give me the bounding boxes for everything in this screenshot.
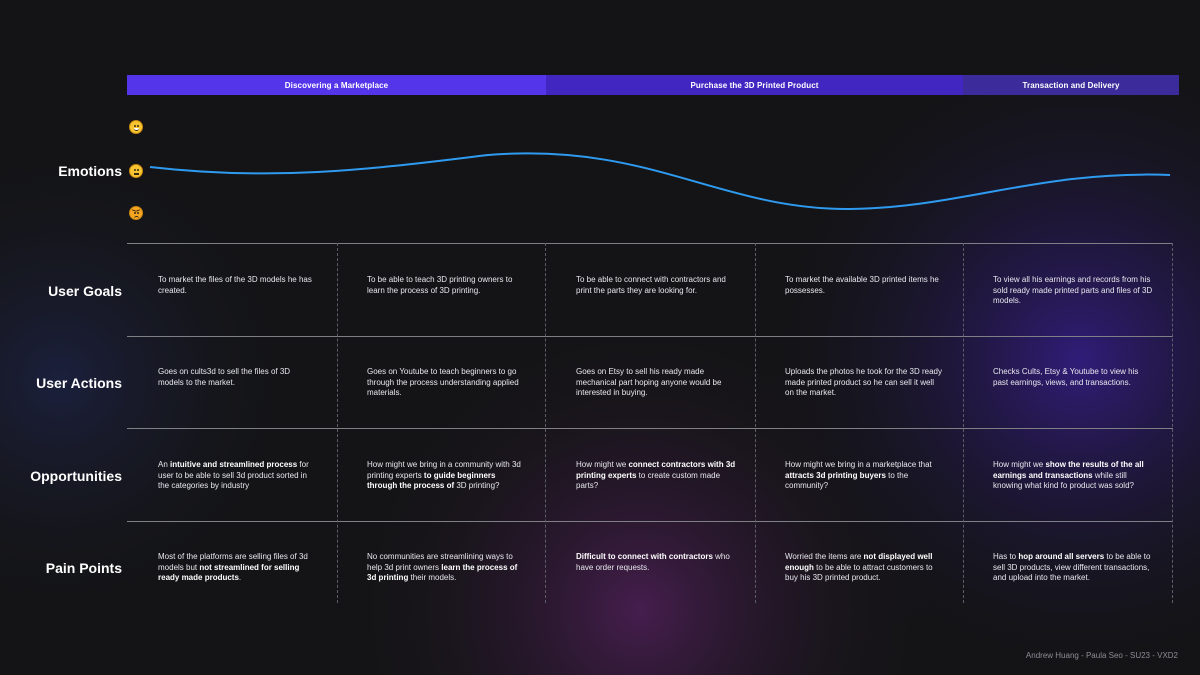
highlight-text: not displayed well enough (785, 552, 933, 572)
row-divider (127, 243, 1173, 244)
emotion-curve-line (149, 152, 1171, 211)
opportunity-cell: How might we bring in a marketplace that… (785, 460, 945, 492)
highlight-text: intuitive and streamlined process (170, 460, 298, 469)
phase-transaction-delivery: Transaction and Delivery (963, 75, 1179, 95)
column-divider (545, 243, 546, 603)
pain-point-cell: Has to hop around all servers to be able… (993, 552, 1153, 584)
body-text: while still knowing what kind fo product… (993, 470, 1134, 491)
user-goal-cell: To view all his earnings and records fro… (993, 275, 1153, 306)
body-text: their models. (408, 573, 457, 583)
body-text: How might we bring in a community with 3… (367, 460, 521, 480)
journey-phase-bar: Discovering a Marketplace Purchase the 3… (127, 75, 1179, 95)
body-text: . (238, 573, 242, 583)
user-goal-cell: To be able to teach 3D printing owners t… (367, 275, 513, 295)
body-text: to the community? (785, 470, 909, 491)
row-label-user-actions: User Actions (36, 375, 122, 391)
opportunity-cell: How might we bring in a community with 3… (367, 460, 527, 492)
body-text: Most of the platforms are selling files … (158, 552, 308, 572)
user-action-cell: Goes on cults3d to sell the files of 3D … (158, 367, 291, 387)
pain-point-cell: Difficult to connect with contractors wh… (576, 552, 736, 573)
row-label-emotions: Emotions (58, 163, 122, 179)
pain-point-cell: No communities are streamlining ways to … (367, 552, 527, 584)
row-label-user-goals: User Goals (48, 283, 122, 299)
highlight-text: Difficult to connect with contractors (576, 552, 713, 561)
body-text: No communities are streamlining ways to … (367, 552, 513, 572)
highlight-text: learn the process of 3d printing (367, 562, 518, 583)
body-text: How might we (993, 460, 1046, 469)
pain-point-cell: Most of the platforms are selling files … (158, 552, 318, 584)
body-text: An (158, 460, 171, 469)
body-text: for user to be able to sell 3d product s… (158, 460, 309, 491)
body-text: How might we (576, 460, 629, 469)
body-text: to be able to attract customers to buy h… (785, 562, 933, 583)
body-text: to be able to sell 3D products, view dif… (993, 552, 1151, 583)
opportunity-cell: An intuitive and streamlined process for… (158, 460, 318, 492)
body-text: to create custom made parts? (576, 470, 721, 491)
grinning-face-icon (129, 120, 143, 134)
column-divider (963, 243, 964, 603)
highlight-text: not streamlined for selling ready made p… (158, 562, 300, 583)
phase-purchase-product: Purchase the 3D Printed Product (546, 75, 963, 95)
row-divider (127, 336, 1173, 337)
angry-face-icon (129, 206, 143, 220)
column-divider (755, 243, 756, 603)
user-goal-cell: To market the available 3D printed items… (785, 275, 939, 295)
row-label-opportunities: Opportunities (30, 468, 122, 484)
highlight-text: connect contractors with 3d printing exp… (576, 460, 736, 480)
opportunity-cell: How might we show the results of the all… (993, 460, 1153, 492)
phase-discovering-marketplace: Discovering a Marketplace (127, 75, 546, 95)
highlight-text: show the results of the all earnings and… (993, 460, 1144, 480)
user-action-cell: Checks Cults, Etsy & Youtube to view his… (993, 367, 1139, 387)
body-text: 3D printing? (454, 481, 500, 491)
body-text: Has to (993, 552, 1019, 561)
neutral-face-icon (129, 164, 143, 178)
highlight-text: to guide beginners through the process o… (367, 470, 496, 491)
opportunity-cell: How might we connect contractors with 3d… (576, 460, 736, 492)
user-action-cell: Goes on Youtube to teach beginners to go… (367, 367, 519, 398)
column-divider (337, 243, 338, 603)
body-text: Worried the items are (785, 552, 864, 561)
highlight-text: attracts 3d printing buyers (785, 470, 886, 480)
credits: Andrew Huang - Paula Seo - SU23 - VXD2 (1025, 651, 1178, 660)
user-goal-cell: To be able to connect with contractors a… (576, 275, 726, 295)
body-text: who have order requests. (576, 552, 730, 572)
body-text: How might we bring in a marketplace that (785, 460, 932, 469)
row-divider (127, 428, 1173, 429)
row-label-pain-points: Pain Points (45, 560, 122, 576)
highlight-text: hop around all servers (1018, 552, 1105, 561)
user-goal-cell: To market the files of the 3D models he … (158, 275, 312, 295)
column-divider (1172, 243, 1173, 603)
pain-point-cell: Worried the items are not displayed well… (785, 552, 945, 584)
row-divider (127, 521, 1173, 522)
user-action-cell: Uploads the photos he took for the 3D re… (785, 367, 942, 398)
user-action-cell: Goes on Etsy to sell his ready made mech… (576, 367, 722, 398)
